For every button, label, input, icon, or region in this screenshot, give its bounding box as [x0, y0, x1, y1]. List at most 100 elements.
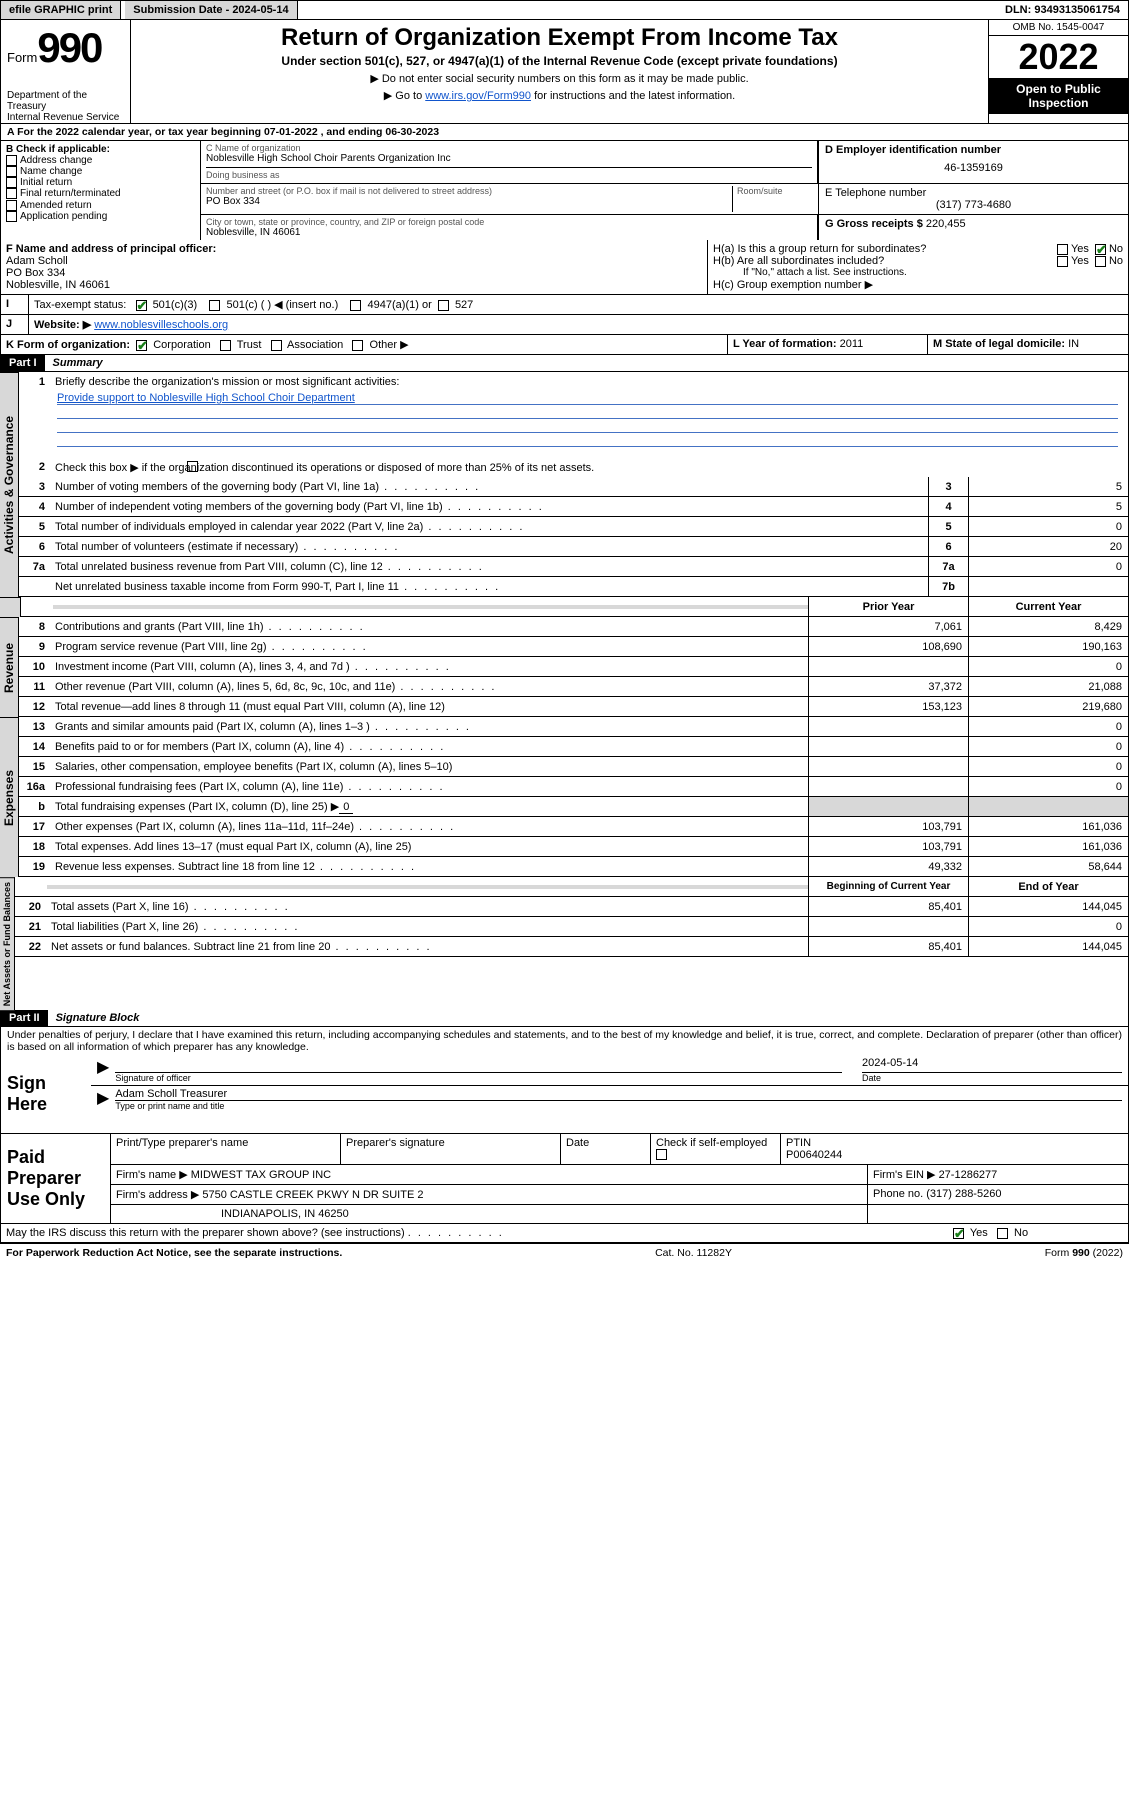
street-address: PO Box 334	[206, 196, 732, 207]
beg-year-header: Beginning of Current Year	[808, 877, 968, 896]
line-l-label: L Year of formation:	[733, 338, 837, 350]
checkbox-final-return[interactable]	[6, 188, 17, 199]
gross-receipts: 220,455	[926, 218, 966, 230]
part1-title: Summary	[45, 355, 111, 371]
firm-ein: 27-1286277	[939, 1169, 998, 1181]
irs-discuss-q: May the IRS discuss this return with the…	[6, 1227, 405, 1239]
officer-addr1: PO Box 334	[6, 267, 702, 279]
r20-c: 144,045	[968, 897, 1128, 916]
r11-p: 37,372	[808, 677, 968, 696]
line-klm: K Form of organization: Corporation Trus…	[0, 335, 1129, 355]
dept-treasury: Department of the Treasury	[7, 90, 124, 112]
firm-addr2: INDIANAPOLIS, IN 46250	[111, 1205, 868, 1223]
line-j-label: Website: ▶	[34, 319, 91, 331]
page-footer: For Paperwork Reduction Act Notice, see …	[0, 1244, 1129, 1262]
prep-h4: Check if self-employed	[656, 1137, 767, 1149]
checkbox-hb-yes[interactable]	[1057, 256, 1068, 267]
r15-p	[808, 757, 968, 776]
h-c-label: H(c) Group exemption number ▶	[713, 278, 1123, 291]
website-link[interactable]: www.noblesvilleschools.org	[94, 319, 228, 331]
q7a-label: Total unrelated business revenue from Pa…	[51, 559, 928, 575]
r10-p	[808, 657, 968, 676]
r8-p: 7,061	[808, 617, 968, 636]
r12-label: Total revenue—add lines 8 through 11 (mu…	[51, 699, 808, 715]
r12-p: 153,123	[808, 697, 968, 716]
checkbox-4947[interactable]	[350, 300, 361, 311]
v5: 0	[968, 517, 1128, 536]
dln: DLN: 93493135061754	[997, 1, 1128, 19]
r16b-v: 0	[339, 801, 353, 814]
r16a-c: 0	[968, 777, 1128, 796]
checkbox-initial-return[interactable]	[6, 177, 17, 188]
r19-label: Revenue less expenses. Subtract line 18 …	[51, 859, 808, 875]
checkbox-other[interactable]	[352, 340, 363, 351]
line-m-label: M State of legal domicile:	[933, 338, 1065, 350]
netassets-header: Net Assets or Fund Balances Beginning of…	[0, 877, 1129, 1010]
checkbox-address-change[interactable]	[6, 155, 17, 166]
irs-link[interactable]: www.irs.gov/Form990	[425, 90, 531, 102]
type-name-label: Type or print name and title	[115, 1101, 1122, 1111]
r16a-p	[808, 777, 968, 796]
vtab-spacer	[0, 597, 21, 617]
vtab-governance: Activities & Governance	[0, 372, 19, 597]
part-1-header: Part I Summary	[0, 355, 1129, 372]
firm-addr1: 5750 CASTLE CREEK PKWY N DR SUITE 2	[202, 1189, 423, 1201]
current-year-header: Current Year	[968, 597, 1128, 616]
mission-text[interactable]: Provide support to Noblesville High Scho…	[57, 392, 1118, 405]
r13-c: 0	[968, 717, 1128, 736]
checkbox-name-change[interactable]	[6, 166, 17, 177]
top-bar: efile GRAPHIC print Submission Date - 20…	[0, 0, 1129, 20]
r14-c: 0	[968, 737, 1128, 756]
line-i-label: Tax-exempt status:	[34, 299, 126, 311]
firm-label: Firm's name ▶	[116, 1169, 188, 1181]
checkbox-corp[interactable]	[136, 340, 147, 351]
checkbox-discuss-no[interactable]	[997, 1228, 1008, 1239]
form-subtitle: Under section 501(c), 527, or 4947(a)(1)…	[139, 54, 980, 68]
prior-year-header: Prior Year	[808, 597, 968, 616]
firm-phone: (317) 288-5260	[926, 1188, 1001, 1200]
org-name: Noblesville High School Choir Parents Or…	[206, 153, 812, 164]
part2-title: Signature Block	[48, 1010, 148, 1026]
checkbox-ha-yes[interactable]	[1057, 244, 1068, 255]
phone-value: (317) 773-4680	[825, 199, 1122, 211]
year-formation: 2011	[840, 338, 864, 350]
ein-value: 46-1359169	[825, 162, 1122, 174]
sig-date-label: Date	[862, 1073, 1122, 1083]
opt-527: 527	[455, 299, 473, 311]
checkbox-501c[interactable]	[209, 300, 220, 311]
note2-pre: ▶ Go to	[384, 90, 425, 102]
r19-p: 49,332	[808, 857, 968, 876]
efile-button[interactable]: efile GRAPHIC print	[1, 1, 121, 19]
prep-h1: Print/Type preparer's name	[111, 1134, 341, 1164]
checkbox-501c3[interactable]	[136, 300, 147, 311]
q3-label: Number of voting members of the governin…	[51, 479, 928, 495]
yes-label: Yes	[1071, 255, 1089, 267]
checkbox-self-employed[interactable]	[656, 1149, 667, 1160]
ptin-label: PTIN	[786, 1137, 811, 1149]
checkbox-527[interactable]	[438, 300, 449, 311]
h-b-label: H(b) Are all subordinates included?	[713, 255, 1057, 267]
officer-addr2: Noblesville, IN 46061	[6, 279, 702, 291]
revenue-block: Revenue 8Contributions and grants (Part …	[0, 617, 1129, 717]
checkbox-discontinued[interactable]	[187, 461, 198, 472]
r15-c: 0	[968, 757, 1128, 776]
cat-no: Cat. No. 11282Y	[655, 1247, 732, 1259]
opt-assoc: Association	[287, 339, 343, 351]
checkbox-hb-no[interactable]	[1095, 256, 1106, 267]
paid-preparer-block: Paid Preparer Use Only Print/Type prepar…	[0, 1134, 1129, 1224]
checkbox-app-pending[interactable]	[6, 211, 17, 222]
checkbox-assoc[interactable]	[271, 340, 282, 351]
line-a-text: For the 2022 calendar year, or tax year …	[17, 126, 439, 138]
checkbox-ha-no[interactable]	[1095, 244, 1106, 255]
checkbox-discuss-yes[interactable]	[953, 1228, 964, 1239]
v3: 5	[968, 477, 1128, 496]
r16a-label: Professional fundraising fees (Part IX, …	[51, 779, 808, 795]
vtab-revenue: Revenue	[0, 617, 19, 717]
no-label: No	[1014, 1227, 1028, 1239]
r20-label: Total assets (Part X, line 16)	[47, 899, 808, 915]
form-header: Form990 Department of the Treasury Inter…	[0, 20, 1129, 124]
irs-discuss-row: May the IRS discuss this return with the…	[0, 1224, 1129, 1243]
checkbox-amended[interactable]	[6, 200, 17, 211]
r9-c: 190,163	[968, 637, 1128, 656]
checkbox-trust[interactable]	[220, 340, 231, 351]
